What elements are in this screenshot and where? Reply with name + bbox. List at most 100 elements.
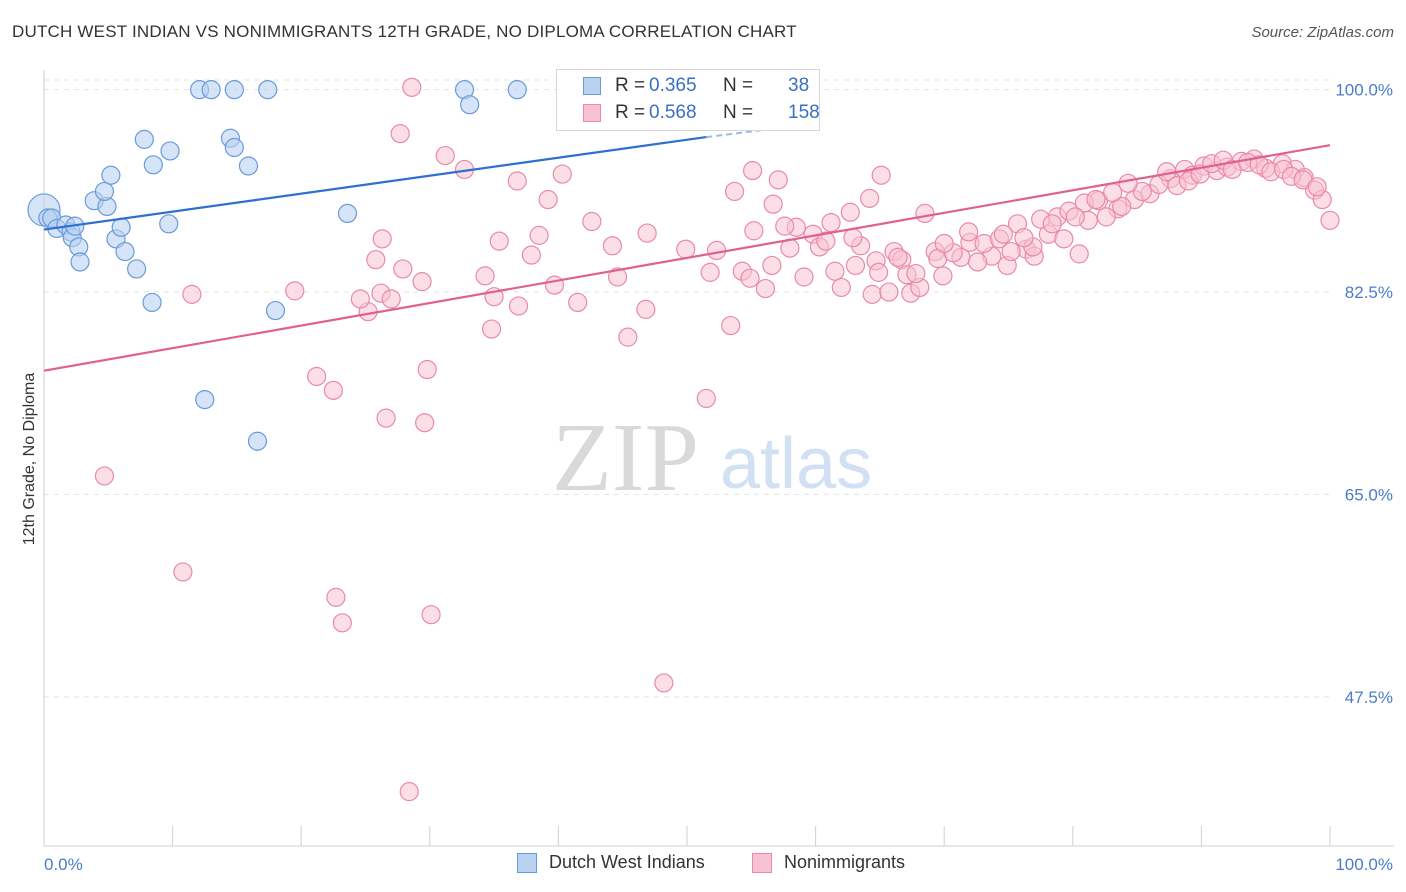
point-dutch-west-indians (70, 252, 90, 272)
point-dutch-west-indians (195, 389, 215, 410)
point-dutch-west-indians (258, 80, 278, 100)
point-nonimmigrants (393, 259, 413, 279)
point-nonimmigrants (618, 327, 638, 347)
point-dutch-west-indians (460, 95, 480, 115)
point-nonimmigrants (676, 239, 696, 259)
point-nonimmigrants (475, 266, 495, 286)
point-nonimmigrants (182, 284, 202, 304)
series-dutch-west-indians (94, 77, 1340, 802)
point-nonimmigrants (906, 263, 926, 284)
point-nonimmigrants (1065, 207, 1085, 227)
point-nonimmigrants (740, 268, 760, 288)
point-nonimmigrants (435, 145, 455, 166)
point-dutch-west-indians (94, 181, 115, 202)
point-nonimmigrants (390, 124, 410, 144)
point-nonimmigrants (538, 189, 558, 210)
point-dutch-west-indians (143, 155, 163, 175)
point-nonimmigrants (381, 289, 401, 309)
point-nonimmigrants (1014, 228, 1034, 248)
series-dutch-west-indians-points (27, 80, 617, 451)
point-nonimmigrants (1001, 241, 1021, 262)
point-dutch-west-indians (238, 156, 259, 176)
point-nonimmigrants (654, 673, 674, 693)
point-nonimmigrants (417, 359, 437, 380)
point-nonimmigrants (762, 255, 782, 276)
point-nonimmigrants (602, 236, 623, 256)
point-nonimmigrants (862, 284, 882, 304)
point-nonimmigrants (372, 229, 392, 249)
legend-n-value: 38 (788, 75, 810, 96)
point-dutch-west-indians (159, 214, 179, 234)
legend-n-label: N = (723, 102, 754, 123)
point-nonimmigrants (742, 161, 763, 181)
point-dutch-west-indians (160, 141, 180, 161)
point-nonimmigrants (332, 613, 352, 633)
point-nonimmigrants (755, 278, 776, 299)
chart-source: Source: ZipAtlas.com (1251, 24, 1394, 41)
legend-n-label: N = (723, 75, 754, 96)
bottom-legend-swatch-pink (752, 853, 772, 873)
x-tick-label-max: 100.0% (1335, 855, 1393, 874)
point-nonimmigrants (794, 267, 814, 287)
point-dutch-west-indians (337, 203, 358, 224)
point-nonimmigrants (888, 247, 908, 267)
point-nonimmigrants (721, 315, 741, 336)
point-nonimmigrants (879, 282, 899, 302)
point-nonimmigrants (412, 272, 432, 292)
point-nonimmigrants (607, 267, 628, 287)
point-dutch-west-indians (201, 80, 221, 100)
point-nonimmigrants (507, 171, 527, 191)
point-nonimmigrants (775, 216, 795, 236)
point-nonimmigrants (860, 188, 880, 208)
point-nonimmigrants (821, 213, 841, 233)
point-dutch-west-indians (507, 80, 527, 100)
point-dutch-west-indians (247, 431, 268, 451)
point-nonimmigrants (552, 164, 572, 184)
point-nonimmigrants (1042, 214, 1062, 234)
point-dutch-west-indians (134, 129, 154, 149)
legend-r-label: R = (615, 75, 646, 96)
legend-swatch-pink (583, 104, 601, 122)
trend-line-nonimmigrants (43, 144, 1331, 372)
point-nonimmigrants (350, 289, 370, 309)
y-tick-label: 82.5% (1345, 283, 1393, 302)
point-dutch-west-indians (265, 300, 286, 321)
point-dutch-west-indians (101, 165, 121, 185)
point-nonimmigrants (366, 250, 386, 270)
point-nonimmigrants (744, 221, 764, 241)
point-nonimmigrants (1054, 229, 1074, 249)
point-nonimmigrants (94, 466, 115, 486)
legend-r-value: 0.568 (649, 102, 697, 123)
bottom-legend-label: Dutch West Indians (549, 852, 705, 872)
legend-swatch-blue (583, 77, 601, 95)
point-nonimmigrants (529, 225, 549, 245)
point-nonimmigrants (1320, 210, 1340, 230)
tick-labels: 100.0% 82.5% 65.0% 47.5% 0.0% 100.0% (44, 81, 1393, 874)
point-nonimmigrants (481, 319, 502, 339)
point-nonimmigrants (1096, 207, 1116, 227)
point-nonimmigrants (568, 292, 588, 313)
y-tick-label: 65.0% (1345, 485, 1393, 504)
y-tick-label: 100.0% (1335, 81, 1393, 100)
point-nonimmigrants (376, 408, 396, 428)
point-nonimmigrants (933, 266, 953, 286)
point-nonimmigrants (637, 223, 657, 243)
chart-title: DUTCH WEST INDIAN VS NONIMMIGRANTS 12TH … (12, 22, 797, 41)
y-tick-label: 47.5% (1345, 688, 1393, 707)
point-nonimmigrants (840, 202, 860, 222)
point-nonimmigrants (323, 380, 343, 400)
point-nonimmigrants (968, 252, 988, 272)
point-nonimmigrants (915, 203, 935, 224)
point-nonimmigrants (508, 296, 529, 316)
point-nonimmigrants (959, 222, 979, 242)
point-nonimmigrants (326, 587, 346, 607)
point-nonimmigrants (700, 262, 720, 282)
point-nonimmigrants (816, 231, 836, 251)
point-dutch-west-indians (115, 241, 135, 262)
point-nonimmigrants (285, 281, 305, 301)
point-dutch-west-indians (126, 259, 147, 279)
point-dutch-west-indians (142, 292, 162, 313)
point-nonimmigrants (724, 181, 745, 202)
point-nonimmigrants (1069, 244, 1089, 264)
watermark: ZIP atlas (552, 404, 872, 512)
